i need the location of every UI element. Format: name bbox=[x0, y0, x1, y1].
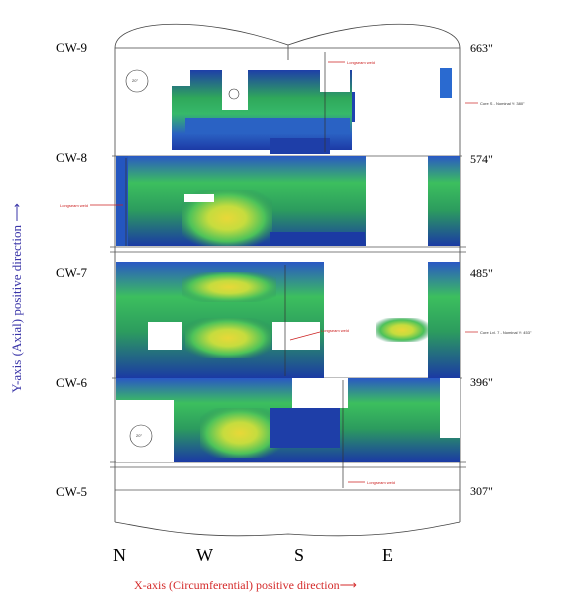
marker-label-bottom: 20° bbox=[136, 433, 143, 438]
direction-label-s: S bbox=[294, 545, 306, 565]
scan-region-cw6 bbox=[116, 378, 460, 462]
marker-label-top: 20° bbox=[132, 78, 139, 83]
x-axis-arrow-icon: ⟶ bbox=[339, 578, 357, 592]
longseam-label-bottom: Longseam weld bbox=[367, 480, 396, 485]
level-label-cw9: CW-9 bbox=[56, 40, 88, 55]
direction-label-w: W bbox=[196, 545, 214, 565]
x-axis-label-text: X-axis (Circumferential) positive direct… bbox=[134, 578, 340, 592]
level-label-cw7: CW-7 bbox=[56, 265, 88, 280]
position-label-cw6: 396" bbox=[470, 375, 493, 389]
position-label-cw7: 485" bbox=[470, 266, 493, 280]
annotation-arrows bbox=[90, 61, 478, 483]
angle-markers bbox=[125, 69, 153, 448]
longseam-label-top: Longseam weld bbox=[347, 60, 376, 65]
scan-region-upper bbox=[172, 68, 452, 154]
longseam-label-mid: Longseam weld bbox=[321, 328, 350, 333]
level-label-cw8: CW-8 bbox=[56, 150, 88, 165]
position-label-cw9: 663" bbox=[470, 41, 493, 55]
longseam-lines bbox=[125, 52, 344, 488]
position-label-cw8: 574" bbox=[470, 152, 493, 166]
longseam-label-left: Longseam weld bbox=[60, 203, 89, 208]
direction-label-e: E bbox=[382, 545, 394, 565]
level-label-cw6: CW-6 bbox=[56, 375, 88, 390]
x-axis-label: X-axis (Circumferential) positive direct… bbox=[134, 578, 357, 593]
core-label-lower: Core Lvl. 7 - Nominal Y: 453" bbox=[480, 330, 532, 335]
position-label-cw5: 307" bbox=[470, 484, 493, 498]
core-label-upper: Core S - Nominal Y: 380" bbox=[480, 101, 525, 106]
scan-region-cw7 bbox=[116, 262, 460, 378]
y-axis-label: Y-axis (Axial) positive direction ⟶ bbox=[9, 193, 25, 403]
scan-region-cw8 bbox=[116, 156, 460, 246]
level-label-cw5: CW-5 bbox=[56, 484, 88, 499]
y-axis-label-text: Y-axis (Axial) positive direction bbox=[9, 225, 24, 393]
y-axis-arrow-icon: ⟶ bbox=[9, 203, 24, 222]
direction-label-n: N bbox=[113, 545, 127, 565]
